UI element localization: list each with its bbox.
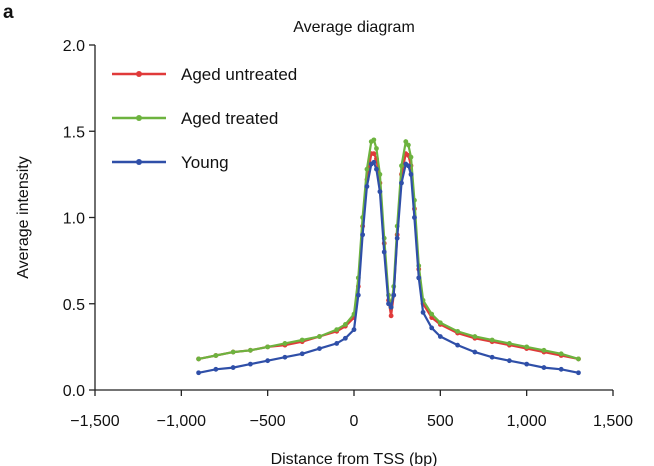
data-point-aged-treated bbox=[248, 347, 253, 353]
data-point-young bbox=[342, 335, 348, 341]
data-point-young bbox=[429, 325, 435, 331]
y-tick-label: 1.0 bbox=[63, 211, 85, 228]
y-axis-label: Average intensity bbox=[15, 156, 32, 278]
data-point-aged-treated bbox=[437, 320, 443, 326]
chart-title: Average diagram bbox=[293, 19, 415, 36]
y-tick-label: 0.0 bbox=[63, 383, 85, 400]
data-point-aged-treated bbox=[524, 344, 530, 350]
data-point-aged-treated bbox=[399, 163, 404, 169]
data-point-young bbox=[399, 180, 404, 186]
data-point-aged-treated bbox=[230, 349, 236, 355]
data-point-young bbox=[317, 346, 322, 351]
data-point-young bbox=[489, 354, 495, 360]
x-tick-label: −1,500 bbox=[70, 413, 119, 430]
data-point-young bbox=[558, 366, 564, 372]
data-point-aged-treated bbox=[299, 337, 305, 343]
data-point-young bbox=[541, 365, 547, 370]
data-point-young bbox=[394, 235, 400, 241]
data-point-young bbox=[576, 370, 581, 376]
data-point-young bbox=[391, 292, 397, 298]
data-point-young bbox=[196, 370, 202, 376]
y-tick-label: 1.5 bbox=[63, 124, 85, 141]
data-point-aged-untreated bbox=[371, 151, 377, 157]
data-point-young bbox=[381, 249, 387, 255]
data-point-aged-treated bbox=[334, 327, 340, 333]
data-point-aged-treated bbox=[429, 311, 435, 317]
data-point-young bbox=[282, 354, 288, 360]
y-tick-label: 0.5 bbox=[63, 297, 85, 314]
data-point-young bbox=[412, 215, 417, 220]
data-point-young bbox=[507, 358, 512, 364]
data-point-young bbox=[388, 304, 394, 310]
data-point-aged-treated bbox=[342, 322, 348, 327]
data-point-young bbox=[355, 292, 361, 298]
series-line-aged-untreated bbox=[198, 151, 579, 360]
data-point-young bbox=[230, 365, 236, 370]
data-point-young bbox=[374, 166, 379, 172]
data-point-young bbox=[386, 301, 391, 307]
x-tick-label: 1,000 bbox=[507, 413, 547, 430]
x-tick-label: −1,000 bbox=[157, 413, 206, 430]
data-point-young bbox=[364, 184, 370, 189]
data-point-aged-untreated bbox=[388, 313, 394, 319]
legend-label-young: Young bbox=[181, 153, 229, 172]
data-point-young bbox=[408, 171, 414, 177]
data-point-aged-treated bbox=[507, 341, 512, 346]
data-point-young bbox=[248, 361, 253, 367]
series-line-young bbox=[198, 160, 579, 374]
data-point-aged-treated bbox=[558, 351, 564, 357]
data-point-aged-treated bbox=[196, 356, 202, 362]
legend-marker-aged-treated bbox=[136, 115, 142, 121]
x-tick-label: 1,500 bbox=[593, 413, 633, 430]
x-tick-label: 500 bbox=[427, 413, 454, 430]
data-point-aged-treated bbox=[541, 347, 547, 353]
x-tick-label: −500 bbox=[250, 413, 286, 430]
data-point-aged-treated bbox=[213, 353, 219, 358]
panel-label: a bbox=[3, 2, 14, 23]
data-point-young bbox=[524, 361, 530, 367]
data-point-aged-treated bbox=[377, 171, 383, 177]
data-point-aged-treated bbox=[364, 166, 370, 172]
data-point-young bbox=[377, 189, 383, 195]
data-point-aged-treated bbox=[472, 334, 478, 339]
data-point-young bbox=[472, 349, 478, 355]
data-point-young bbox=[420, 309, 426, 315]
data-point-young bbox=[416, 275, 422, 281]
data-point-young bbox=[213, 366, 219, 372]
data-point-aged-treated bbox=[455, 328, 460, 334]
data-point-young bbox=[360, 232, 366, 238]
data-point-young bbox=[351, 327, 357, 333]
data-point-young bbox=[265, 358, 271, 364]
data-point-aged-treated bbox=[374, 146, 379, 151]
data-point-aged-treated bbox=[576, 356, 581, 362]
legend-marker-young bbox=[136, 159, 142, 165]
data-point-aged-treated bbox=[403, 139, 409, 145]
legend-label-aged-untreated: Aged untreated bbox=[181, 65, 297, 84]
data-point-young bbox=[371, 159, 377, 165]
data-point-young bbox=[455, 342, 460, 348]
data-point-aged-treated bbox=[265, 344, 271, 350]
data-point-aged-treated bbox=[282, 341, 288, 346]
data-point-young bbox=[299, 351, 305, 357]
data-point-young bbox=[405, 163, 411, 169]
data-point-aged-treated bbox=[489, 337, 495, 343]
data-point-young bbox=[437, 334, 443, 339]
data-point-aged-treated bbox=[408, 154, 414, 160]
data-point-aged-treated bbox=[405, 142, 411, 148]
legend-marker-aged-untreated bbox=[136, 71, 142, 77]
x-tick-label: 0 bbox=[350, 413, 359, 430]
data-point-aged-treated bbox=[317, 334, 322, 339]
legend-label-aged-treated: Aged treated bbox=[181, 109, 278, 128]
x-axis-label: Distance from TSS (bp) bbox=[271, 451, 438, 466]
data-point-aged-treated bbox=[371, 137, 377, 143]
data-point-young bbox=[334, 341, 340, 346]
y-tick-label: 2.0 bbox=[63, 38, 85, 55]
series-line-aged-treated bbox=[198, 138, 579, 360]
